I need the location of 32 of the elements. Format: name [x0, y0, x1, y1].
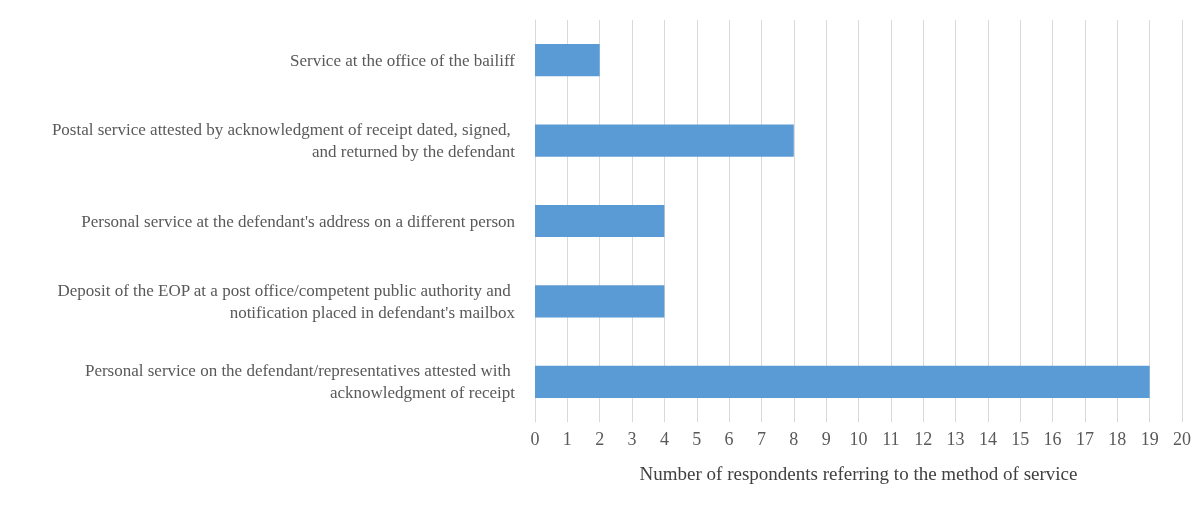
y-tick-label: Personal service at the defendant's address on a different person — [81, 211, 516, 231]
x-tick-label: 0 — [530, 429, 540, 449]
x-tick-label: 13 — [946, 429, 965, 449]
x-tick-label: 3 — [627, 429, 637, 449]
y-tick-label: Deposit of the EOP at a post office/competent public authority and notification placed in defendant's mailbox — [57, 280, 516, 322]
x-tick-label: 19 — [1140, 429, 1159, 449]
x-tick-label: 15 — [1011, 429, 1030, 449]
x-axis-title: Number of respondents referring to the method of service — [639, 463, 1078, 484]
x-tick-label: 12 — [914, 429, 933, 449]
y-tick-label: Postal service attested by acknowledgment of receipt dated, signed, and returned by the defendant — [51, 120, 516, 162]
x-tick-label: 14 — [978, 429, 997, 449]
bar — [535, 365, 1150, 398]
x-tick-label: 18 — [1108, 429, 1127, 449]
bar — [535, 285, 665, 318]
x-tick-label: 16 — [1043, 429, 1062, 449]
x-tick-label: 1 — [562, 429, 572, 449]
x-tick-label: 11 — [882, 429, 900, 449]
x-tick-label: 9 — [821, 429, 831, 449]
x-tick-label: 4 — [659, 429, 669, 449]
bar — [535, 44, 600, 77]
bar — [535, 124, 794, 157]
x-tick-label: 5 — [692, 429, 702, 449]
y-tick-label: Personal service on the defendant/representatives attested with acknowledgment of receipt — [84, 361, 516, 403]
y-tick-label: Service at the office of the bailiff — [289, 50, 516, 70]
x-tick-label: 20 — [1173, 429, 1191, 449]
x-tick-label: 7 — [756, 429, 766, 449]
bar — [535, 204, 665, 238]
x-tick-label: 6 — [724, 429, 734, 449]
x-tick-label: 10 — [849, 429, 868, 449]
x-tick-label: 17 — [1075, 429, 1094, 449]
x-tick-label: 2 — [595, 429, 605, 449]
x-tick-label: 8 — [789, 429, 799, 449]
